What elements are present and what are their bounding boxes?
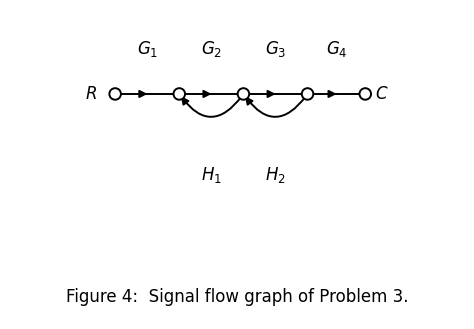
Text: $H_1$: $H_1$ [201, 164, 222, 185]
Text: R: R [86, 85, 98, 103]
Circle shape [173, 88, 185, 100]
Circle shape [109, 88, 121, 100]
Text: $G_2$: $G_2$ [201, 39, 222, 59]
FancyArrowPatch shape [246, 96, 306, 117]
Text: $H_2$: $H_2$ [265, 164, 286, 185]
Text: C: C [375, 85, 386, 103]
Text: $G_3$: $G_3$ [265, 39, 286, 59]
Text: $G_4$: $G_4$ [326, 39, 347, 59]
FancyArrowPatch shape [182, 96, 242, 117]
Circle shape [237, 88, 249, 100]
Circle shape [302, 88, 313, 100]
Circle shape [359, 88, 371, 100]
Text: Figure 4:  Signal flow graph of Problem 3.: Figure 4: Signal flow graph of Problem 3… [66, 288, 408, 306]
Text: $G_1$: $G_1$ [137, 39, 158, 59]
